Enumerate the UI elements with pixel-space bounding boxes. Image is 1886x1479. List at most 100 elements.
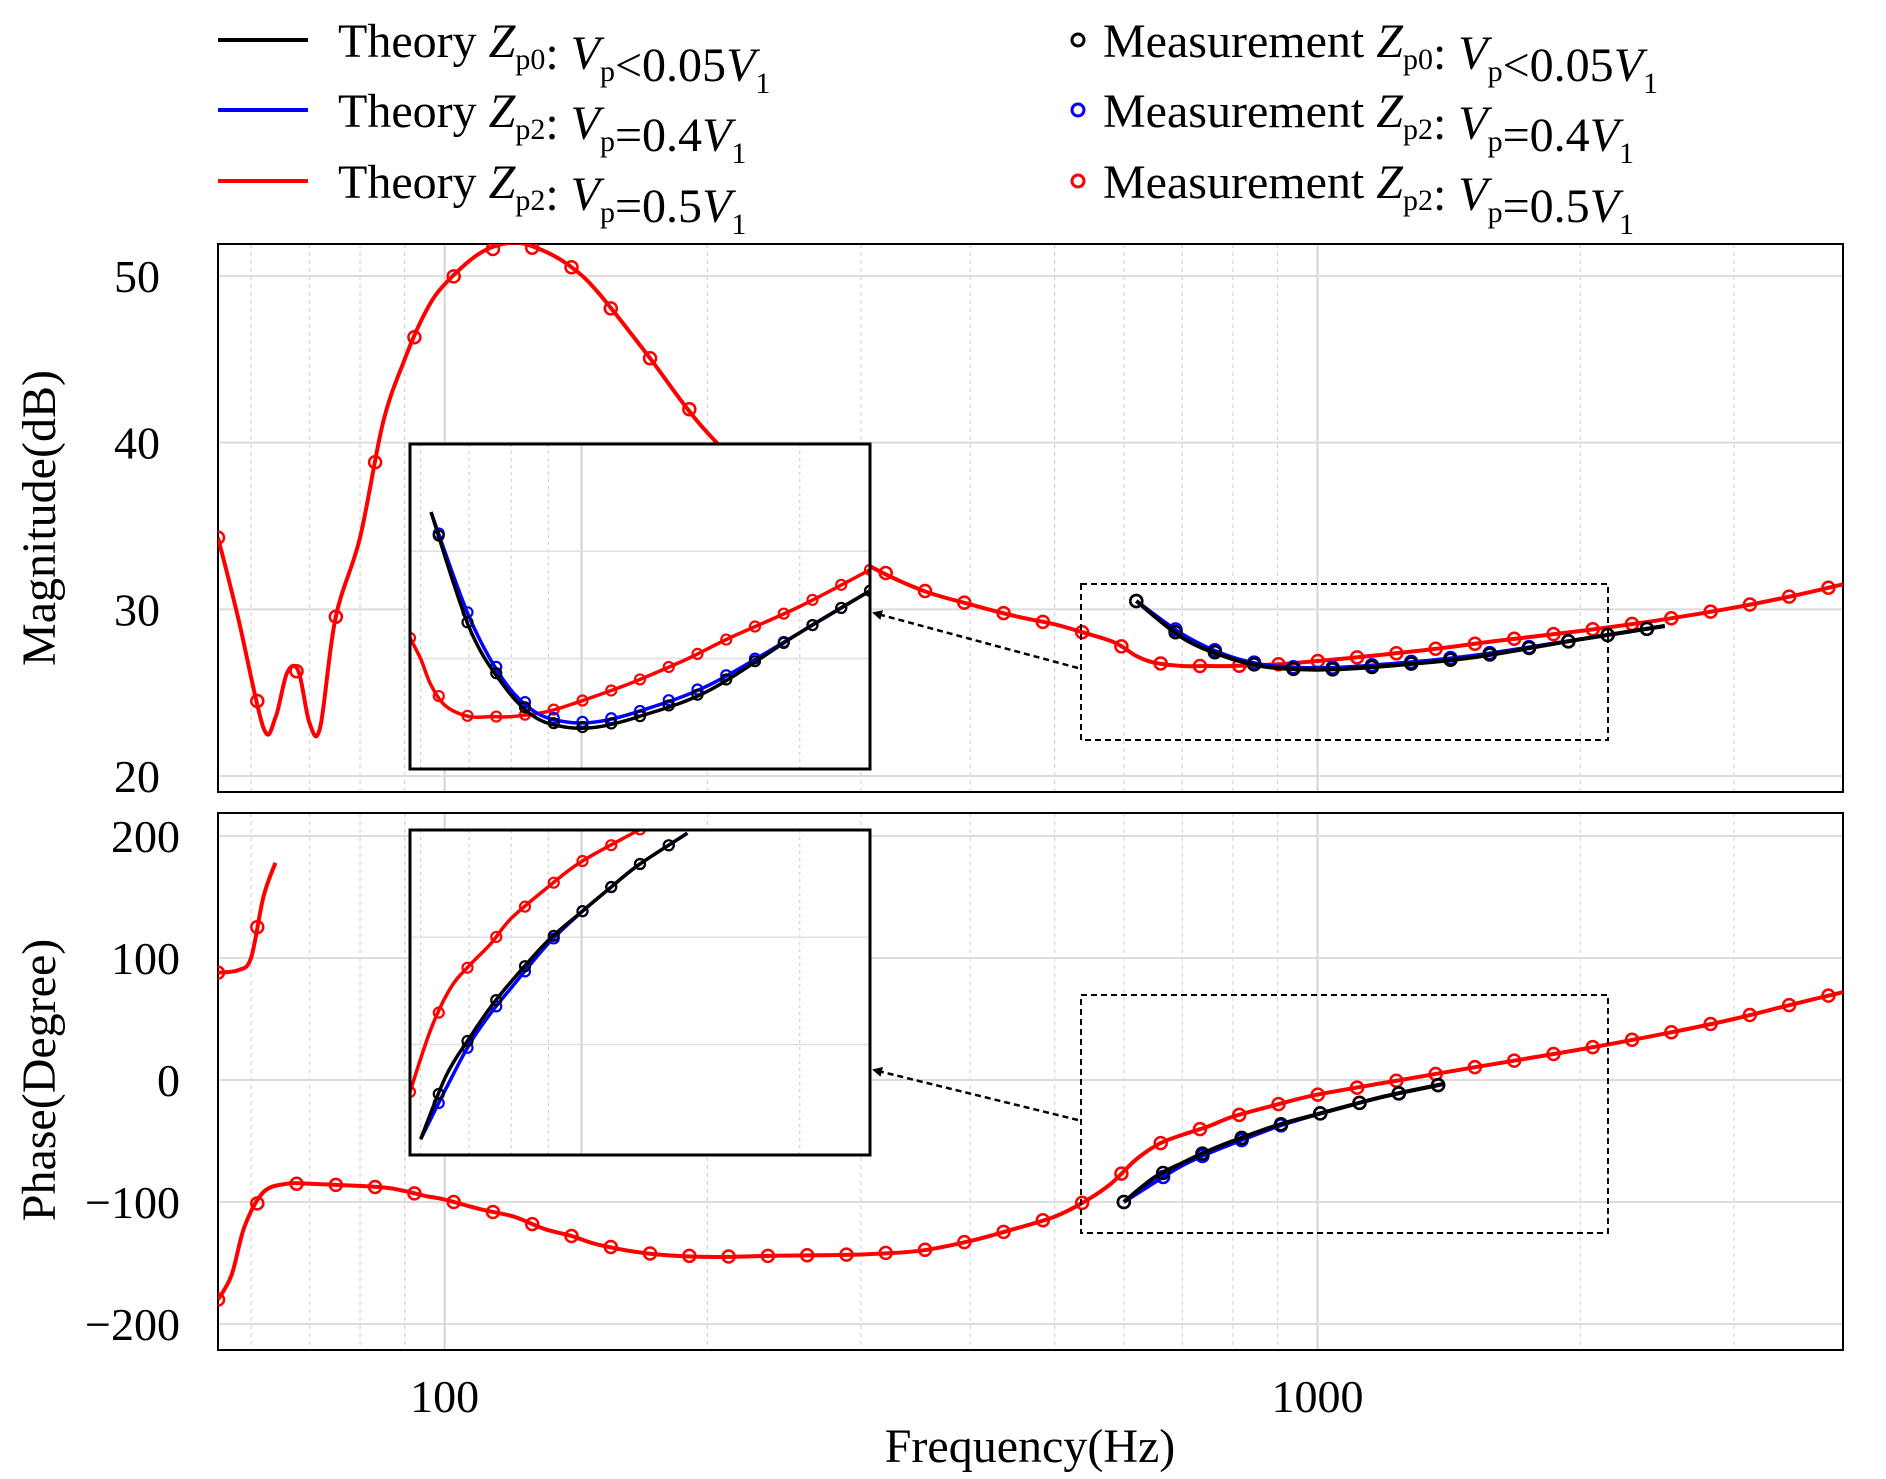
measurement-point: [1207, 644, 1223, 660]
measurement-point: [1561, 634, 1576, 649]
inset-measurement-point: [432, 1006, 445, 1019]
measurement-point: [250, 1196, 265, 1211]
measurement-point: [485, 244, 501, 257]
inset-measurement-point: [432, 1087, 445, 1101]
inset-measurement-point: [835, 601, 848, 615]
inset-measurement-point: [518, 960, 532, 973]
measurement-point: [1246, 657, 1262, 672]
measurement-point: [1467, 636, 1483, 651]
measurement-point: [1271, 1096, 1286, 1112]
inset-measurement-point: [490, 993, 503, 1007]
inset-measurement-point: [547, 929, 560, 942]
inset-measurement-point: [605, 839, 618, 852]
inset-series-line: [419, 831, 689, 1140]
inset-series-line: [410, 830, 643, 1093]
inset-measurement-point: [691, 688, 704, 701]
inset-measurement-point: [461, 709, 474, 722]
inset-measurement-point: [835, 578, 848, 591]
inset-measurement-point: [748, 655, 762, 668]
measurement-point: [1742, 597, 1758, 612]
magnitude-axes-frame: [217, 243, 1844, 793]
legend-marker-swatch: [1070, 173, 1086, 189]
measurement-point: [1074, 624, 1090, 640]
measurement-point: [328, 1177, 344, 1193]
inset-measurement-point: [490, 667, 503, 680]
inset-series-line: [429, 511, 870, 731]
phase-x-ticks: 100 1000: [410, 1371, 1363, 1422]
inset-measurement-point: [721, 778, 731, 788]
measurement-point: [218, 530, 226, 545]
inset-measurement-point: [777, 607, 790, 620]
measurement-point: [1703, 1016, 1718, 1032]
measurement-point: [642, 350, 658, 366]
measurement-point: [1349, 650, 1365, 665]
legend-label: Measurement Zp2: Vp=0.5V1: [1103, 156, 1634, 241]
phase-tick-label: 200: [111, 811, 180, 862]
measurement-point: [642, 1246, 658, 1261]
measurement-point: [839, 1247, 854, 1262]
legend-marker-swatch: [1070, 102, 1086, 118]
inset-measurement-point: [461, 616, 474, 629]
inset-measurement-point: [518, 696, 532, 709]
measurement-point: [1325, 662, 1340, 677]
measurement-point: [1742, 1007, 1758, 1023]
series-line-ff0000: [218, 990, 1843, 1301]
inset-measurement-point: [720, 633, 733, 646]
measurement-point: [1035, 1213, 1051, 1228]
measurement-point: [1168, 625, 1183, 640]
magnitude-y-label: Magnitude(dB): [13, 370, 66, 666]
inset-measurement-point: [633, 857, 647, 871]
measurement-point: [682, 1248, 697, 1264]
measurement-point: [564, 1228, 579, 1244]
magnitude-tick-label: 30: [114, 584, 160, 635]
inset-measurement-point: [806, 593, 819, 606]
measurement-point: [446, 269, 461, 284]
inset-measurement-point: [633, 673, 647, 686]
measurement-point: [564, 260, 579, 275]
zoom-region-phase: [1080, 994, 1609, 1234]
measurement-point: [1364, 659, 1380, 675]
measurement-point: [603, 1239, 619, 1255]
inset-measurement-point: [693, 793, 703, 803]
inset-measurement-point: [518, 900, 532, 913]
inset-measurement-point: [633, 830, 647, 836]
measurement-point: [407, 329, 422, 345]
measurement-point: [1506, 631, 1522, 647]
inset-measurement-point: [547, 717, 560, 730]
legend-label: Measurement Zp0: Vp<0.05V1: [1103, 15, 1658, 100]
inset-measurement-point: [633, 710, 647, 723]
inset-measurement-point: [490, 930, 503, 944]
inset-measurement-point: [863, 584, 870, 597]
measurement-point: [1624, 1032, 1640, 1048]
measurement-point: [996, 1224, 1011, 1240]
measurement-point: [1116, 1194, 1132, 1210]
inset-measurement-point: [461, 1034, 474, 1048]
legend-label: Theory Zp2: Vp=0.4V1: [338, 85, 746, 170]
inset-measurement-point: [576, 905, 589, 918]
inset-measurement-point: [518, 701, 532, 714]
measurement-point: [957, 595, 972, 610]
phase-tick-label: −200: [85, 1299, 180, 1350]
inset-measurement-point: [547, 711, 560, 725]
measurement-point: [721, 1249, 736, 1264]
measurement-point: [1155, 1165, 1171, 1181]
measurement-point: [1585, 1039, 1601, 1055]
inset-measurement-point: [410, 631, 417, 645]
measurement-point: [1192, 1121, 1208, 1137]
measurement-point: [1664, 1025, 1679, 1040]
measurement-point: [1153, 1135, 1168, 1151]
measurement-point: [917, 583, 933, 599]
measurement-point: [250, 919, 265, 935]
inset-measurement-point: [576, 854, 589, 868]
inset-measurement-point: [605, 880, 618, 894]
measurement-point: [1781, 589, 1797, 604]
measurement-point: [1482, 647, 1498, 662]
measurement-point: [1521, 640, 1537, 656]
measurement-point: [1639, 621, 1655, 637]
measurement-point: [485, 1204, 501, 1220]
measurement-point: [1231, 1107, 1247, 1123]
inset-measurement-point: [662, 660, 675, 674]
measurement-point: [1546, 626, 1561, 642]
